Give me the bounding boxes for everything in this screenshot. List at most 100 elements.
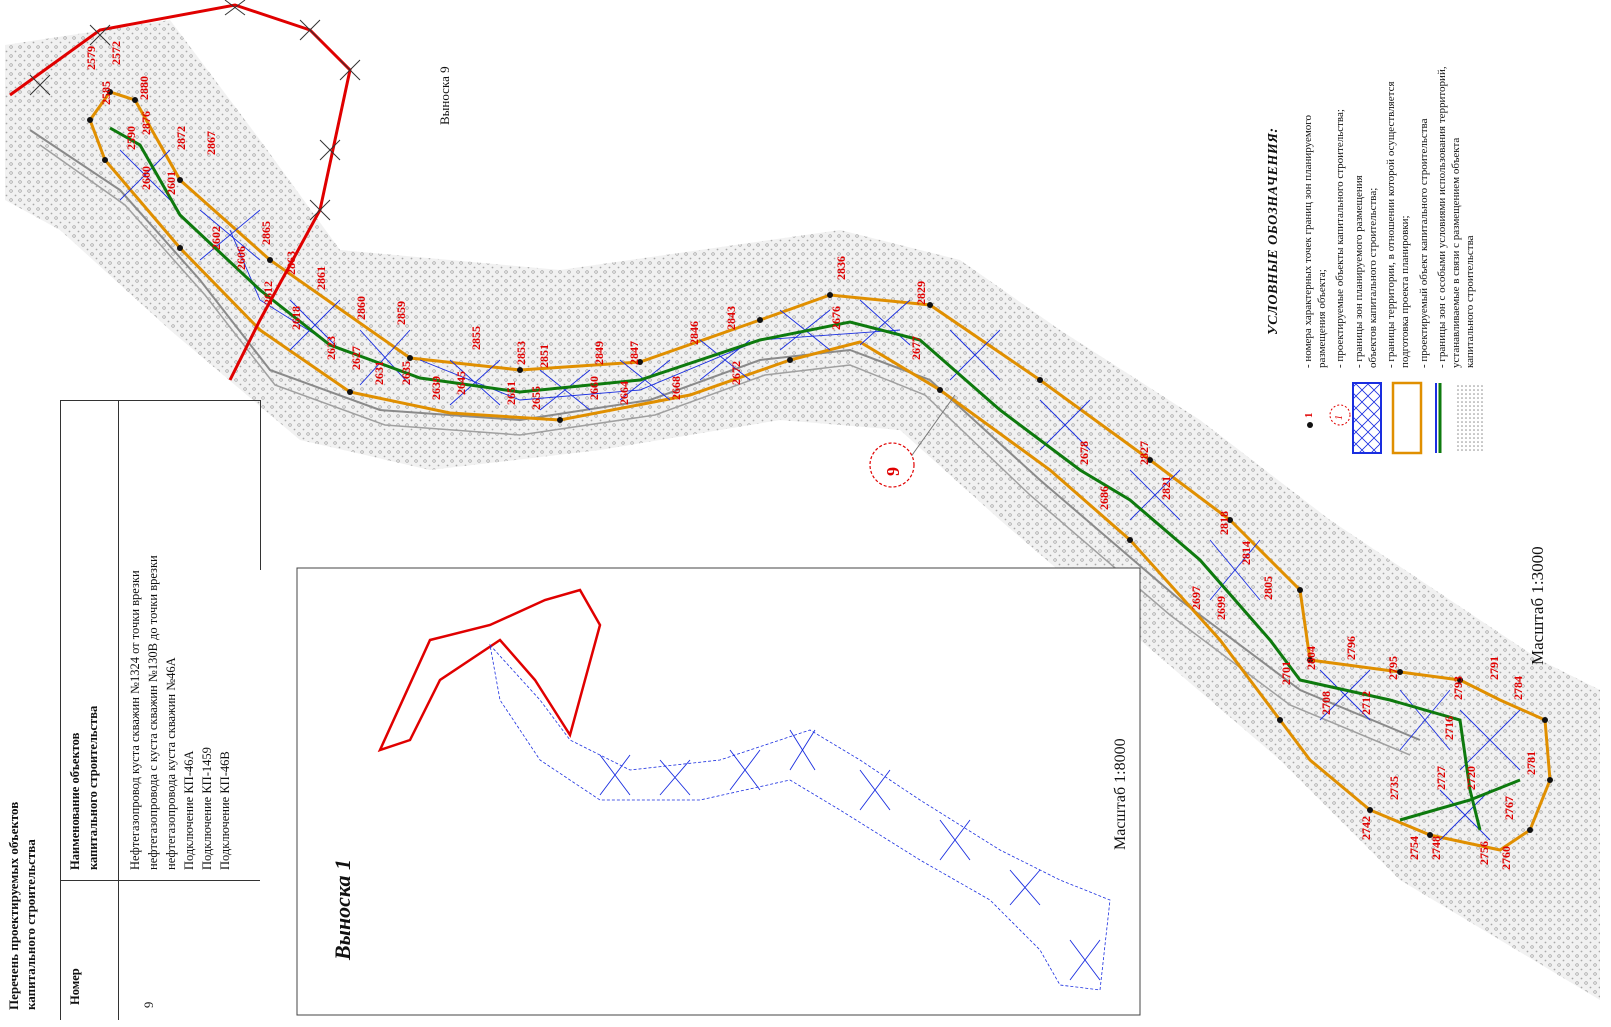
table-row-line: нефтегазопровода с куста скважин №130В д… [146,555,160,870]
point-number-label: 2846 [687,321,701,345]
point-number-label: 2668 [669,376,683,400]
table-row-number: 9 [142,1001,156,1008]
legend-title: УСЛОВНЫЕ ОБОЗНАЧЕНИЯ: [1266,127,1281,335]
point-number-label: 2735 [1387,776,1401,800]
point-number-label: 2631 [372,361,386,385]
point-number-label: 2699 [1214,596,1228,620]
point-number-label: 2727 [1434,766,1448,790]
point-number-label: 2585 [99,81,113,105]
road-line [39,144,1411,756]
legend-item: - границы территории, в отношении которо… [1385,81,1397,368]
point-number-label: 2716 [1442,716,1456,740]
point-number-label: 2859 [394,301,408,325]
legend-item: - границы зон планируемого размещения [1353,175,1365,368]
point-number-label: 2836 [834,256,848,280]
red-line-marks [29,0,361,221]
point-number-label: 2686 [1097,486,1111,510]
point-number-label: 2793 [1451,676,1465,700]
point-number-label: 2664 [617,381,631,405]
point-number-label: 2748 [1429,836,1443,860]
legend-item: размещения объекта; [1316,269,1328,368]
point-number-label: 2602 [209,226,223,250]
point-number-label: 2651 [504,381,518,405]
point-number-label: 2851 [537,344,551,368]
table-grid [60,880,260,881]
point-number-label: 2623 [324,336,338,360]
point-number-label: 2867 [204,131,218,155]
point-number-label: 2635 [399,361,413,385]
object-number-label: 9 [883,467,903,476]
point-number-label: 2712 [1359,691,1373,715]
terrain-band [5,20,1600,1000]
point-number-label: 2655 [529,386,543,410]
object-number-marker [869,442,915,488]
table-grid [260,400,261,570]
table-header-name: капитального строительства [86,705,100,870]
point-number-label: 2880 [137,76,151,100]
point-number-label: 2708 [1319,691,1333,715]
point-number-label: 2579 [84,46,98,70]
callout-frame [296,567,1141,1016]
legend-item: - номера характерных точек границ зон пл… [1302,114,1314,368]
point-number-label: 2795 [1386,656,1400,680]
point-number-label: 2861 [314,266,328,290]
point-number-label: 2639 [429,376,443,400]
point-number-label: 2590 [124,126,138,150]
point-number-label: 2863 [284,251,298,275]
point-number-label: 2618 [289,306,303,330]
legend-item: - проектируемый объект капитального стро… [1418,118,1430,368]
table-title: Перечень проектируемых объектов [6,801,21,1010]
point-number-label: 2853 [514,341,528,365]
point-number-label: 2855 [469,326,483,350]
table-grid [60,400,260,401]
table-row-line: Подключение КП-46В [218,751,232,870]
point-number-label: 2827 [1137,441,1151,465]
point-number-label: 2814 [1239,541,1253,565]
point-number-label: 2677 [909,336,923,360]
point-number-label: 2796 [1344,636,1358,660]
point-number-label: 2829 [914,281,928,305]
table-grid [60,400,61,1020]
legend-item: - проектируемые объекты капитального стр… [1334,109,1346,368]
table-row-line: Подключение КП-46А [182,750,196,870]
point-number-label: 2843 [724,306,738,330]
legend-item: объектов капитального строительства; [1367,187,1379,368]
point-number-label: 2804 [1304,646,1318,670]
point-number-label: 2847 [627,341,641,365]
red-boundary-line [9,3,352,381]
point-number-label: 2865 [259,221,273,245]
point-number-label: 2660 [587,376,601,400]
point-number-label: 2849 [592,341,606,365]
point-number-label: 2601 [164,171,178,195]
object-leader-line [904,394,956,466]
point-number-label: 2860 [354,296,368,320]
point-number-label: 2600 [139,166,153,190]
legend-item: - границы зон с особыми условиями исполь… [1436,66,1448,368]
point-number-label: 2572 [109,41,123,65]
point-number-label: 2805 [1261,576,1275,600]
legend-point-symbol [1307,422,1313,428]
callout-title: Выноска 1 [330,858,355,960]
table-title: капитального строительства [23,839,38,1010]
point-number-label: 2742 [1359,816,1373,840]
point-number-label: 2672 [729,361,743,385]
point-number-label: 2760 [1499,846,1513,870]
table-row-line: Нефтегазопровод куста скважин №1324 от т… [128,570,142,870]
point-number-label: 2701 [1279,661,1293,685]
table-header-number: Номер [68,968,82,1005]
legend-object-symbol [1329,404,1351,426]
legend-item: подготовка проекта планировки; [1399,215,1411,368]
point-number-label: 2756 [1477,841,1491,865]
legend-item: устанавливаемые в связи с размещением об… [1450,137,1462,368]
point-number-label: 2872 [174,126,188,150]
vynoska-label: Выноска 9 [437,66,452,125]
pipeline-line [109,126,1482,831]
point-number-label: 2678 [1077,441,1091,465]
legend-boundary-symbol [1391,381,1423,455]
callout-red-line [377,588,602,753]
legend-protection-zone-symbol [1455,383,1483,453]
vertex-points [87,89,1553,838]
pipeline-line [1399,778,1521,822]
